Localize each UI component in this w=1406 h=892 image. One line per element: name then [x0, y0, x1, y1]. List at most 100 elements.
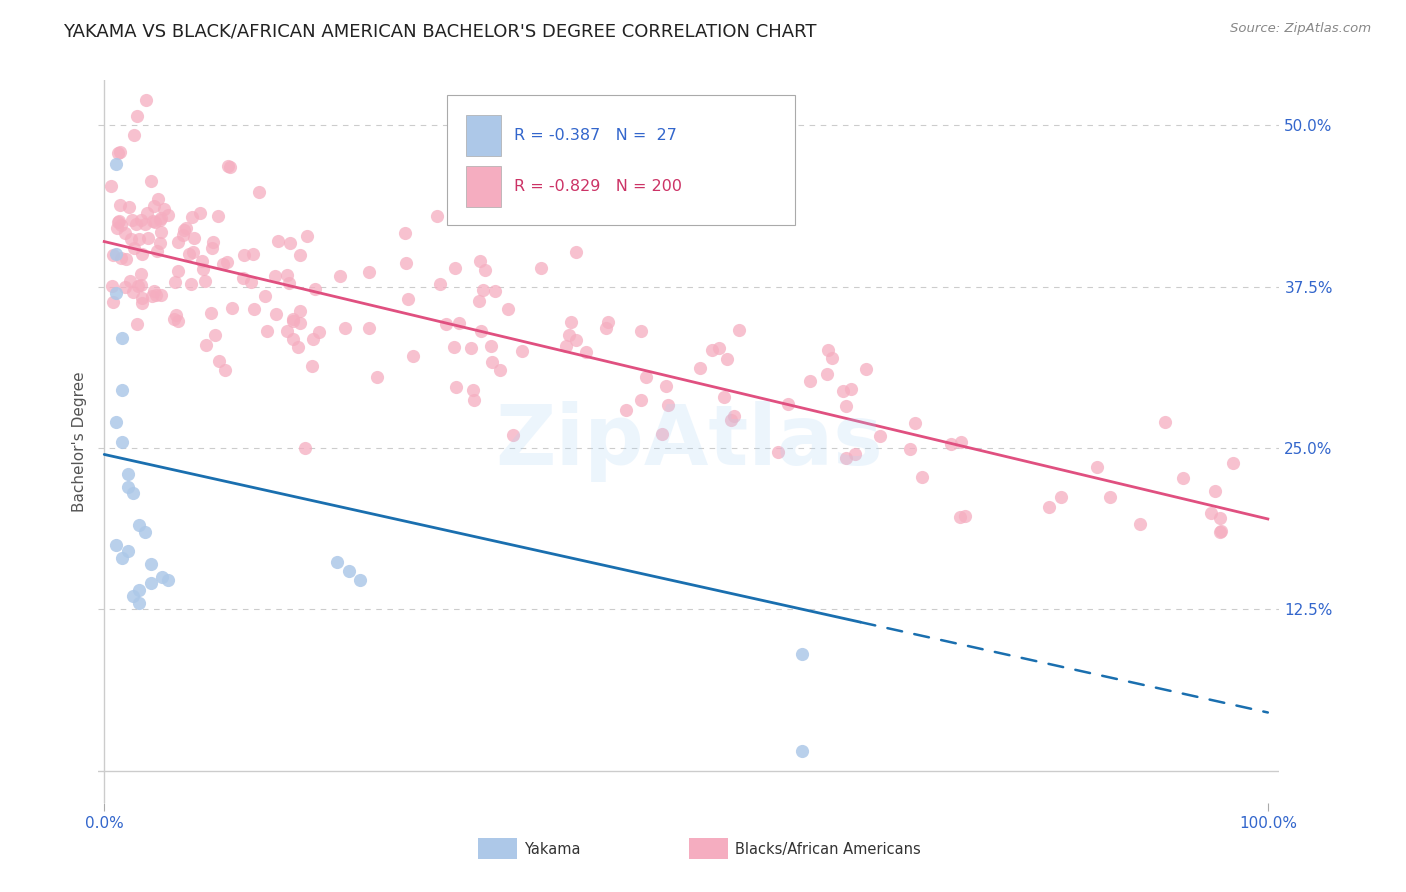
Point	[202, 235, 225, 250]
Point	[898, 442, 921, 456]
Point	[304, 283, 326, 297]
Point	[111, 434, 134, 449]
Point	[134, 217, 156, 231]
Point	[294, 442, 316, 456]
Point	[1098, 490, 1121, 504]
Point	[167, 314, 190, 328]
Point	[157, 208, 180, 222]
Point	[121, 213, 143, 227]
Point	[134, 524, 156, 539]
Point	[131, 247, 153, 261]
Point	[1171, 471, 1194, 485]
Point	[145, 214, 167, 228]
Point	[104, 247, 127, 261]
Point	[191, 253, 214, 268]
Point	[254, 289, 277, 303]
Point	[565, 244, 588, 259]
Point	[357, 321, 380, 335]
Point	[110, 252, 132, 266]
Point	[1204, 484, 1226, 499]
Point	[232, 270, 254, 285]
Point	[395, 256, 418, 270]
Point	[188, 205, 211, 219]
Point	[200, 306, 222, 320]
Point	[470, 324, 492, 338]
Point	[792, 648, 814, 662]
Point	[776, 396, 799, 410]
Text: YAKAMA VS BLACK/AFRICAN AMERICAN BACHELOR'S DEGREE CORRELATION CHART: YAKAMA VS BLACK/AFRICAN AMERICAN BACHELO…	[63, 22, 817, 40]
Point	[120, 232, 142, 246]
Point	[276, 324, 298, 338]
Point	[145, 288, 167, 302]
Point	[278, 276, 301, 290]
Point	[267, 234, 290, 248]
Point	[214, 362, 236, 376]
Point	[194, 274, 217, 288]
Point	[183, 231, 205, 245]
Point	[792, 744, 814, 758]
Text: R = -0.387   N =  27: R = -0.387 N = 27	[515, 128, 678, 143]
Point	[1199, 506, 1222, 520]
Point	[470, 253, 492, 268]
Point	[110, 219, 132, 233]
Point	[301, 359, 323, 373]
Point	[149, 225, 172, 239]
Point	[107, 214, 129, 228]
Point	[240, 275, 263, 289]
Point	[855, 362, 877, 376]
Point	[215, 254, 238, 268]
Point	[263, 268, 285, 283]
Point	[1038, 500, 1060, 514]
Point	[105, 221, 128, 235]
Point	[510, 344, 533, 359]
Point	[560, 315, 582, 329]
Point	[149, 236, 172, 251]
Point	[129, 212, 152, 227]
Point	[768, 444, 790, 458]
Point	[835, 400, 858, 414]
Point	[141, 289, 163, 303]
Point	[122, 486, 145, 500]
Point	[165, 308, 187, 322]
Point	[108, 145, 131, 160]
Point	[127, 279, 149, 293]
Text: Yakama: Yakama	[524, 842, 581, 856]
Point	[125, 217, 148, 231]
FancyBboxPatch shape	[465, 114, 501, 156]
Point	[181, 245, 204, 260]
Point	[122, 241, 145, 255]
Point	[337, 564, 360, 578]
Point	[145, 244, 167, 259]
Point	[114, 279, 136, 293]
Point	[329, 268, 352, 283]
Point	[502, 427, 524, 442]
Point	[100, 179, 122, 194]
Point	[141, 174, 163, 188]
Point	[326, 555, 349, 569]
Point	[1209, 525, 1232, 540]
Point	[111, 550, 134, 565]
Point	[281, 314, 304, 328]
Point	[125, 317, 148, 331]
Point	[114, 226, 136, 240]
Point	[950, 435, 973, 450]
Point	[575, 344, 598, 359]
Point	[135, 93, 157, 107]
Point	[136, 206, 159, 220]
Point	[129, 267, 152, 281]
Point	[139, 557, 162, 571]
Point	[657, 398, 679, 412]
Point	[839, 382, 862, 396]
Point	[115, 252, 138, 266]
Point	[256, 324, 278, 338]
Point	[104, 286, 127, 301]
Point	[911, 470, 934, 484]
Point	[349, 573, 371, 587]
Point	[217, 159, 239, 173]
Point	[207, 209, 229, 223]
Point	[496, 301, 519, 316]
Point	[655, 379, 678, 393]
Point	[1209, 511, 1232, 525]
Point	[815, 367, 838, 381]
Point	[463, 392, 485, 407]
